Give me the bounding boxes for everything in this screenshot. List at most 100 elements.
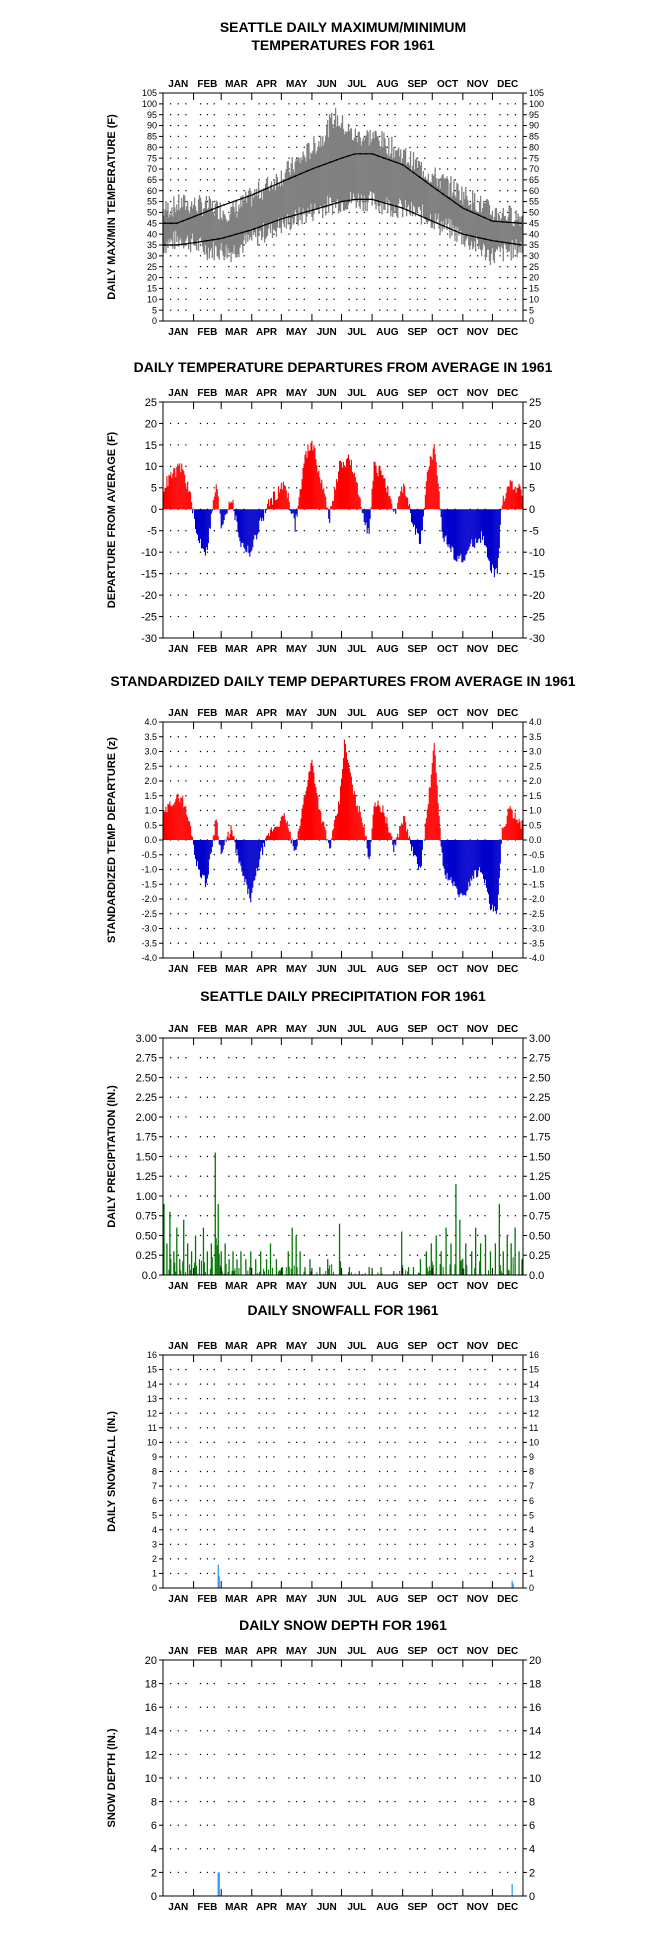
grid-dot	[265, 551, 268, 553]
grid-dot	[386, 868, 389, 871]
grid-dot	[326, 444, 328, 446]
grid-dot	[169, 1800, 172, 1803]
grid-dot	[199, 179, 202, 181]
grid-dot	[206, 1057, 209, 1059]
grid-dot	[499, 146, 501, 148]
normal-marker	[300, 212, 302, 215]
grid-dot	[363, 1136, 366, 1138]
grid-dot	[303, 1076, 305, 1079]
grid-dot	[424, 309, 426, 311]
grid-dot	[409, 465, 411, 468]
y-tick-label: 3	[152, 1539, 157, 1549]
grid-dot	[416, 1412, 419, 1414]
grid-dot	[213, 190, 215, 192]
grid-dot	[507, 114, 509, 116]
grid-dot	[499, 1753, 501, 1756]
grid-dot	[333, 942, 335, 944]
grid-dot	[258, 309, 260, 311]
grid-dot	[476, 1470, 479, 1473]
grid-dot	[386, 1558, 389, 1560]
grid-dot	[386, 1057, 389, 1059]
grid-dot	[333, 898, 335, 900]
grid-dot	[265, 1558, 268, 1560]
normal-marker	[300, 172, 302, 175]
grid-dot	[213, 736, 215, 738]
grid-dot	[409, 298, 411, 300]
grid-dot	[177, 1470, 179, 1473]
y-tick-label: -3.5	[141, 938, 157, 948]
grid-dot	[379, 942, 381, 944]
y-tick-label: 4	[529, 1525, 534, 1535]
grid-dot	[356, 1499, 358, 1502]
grid-dot	[333, 298, 335, 300]
grid-dot	[348, 1706, 350, 1708]
y-tick-label: 0.0	[142, 1270, 157, 1282]
grid-dot	[235, 444, 238, 446]
grid-dot	[446, 309, 449, 311]
grid-dot	[409, 750, 411, 753]
y-tick-label: -5	[529, 526, 539, 538]
normal-marker	[211, 238, 214, 241]
normal-marker	[459, 205, 462, 208]
grid-dot	[386, 572, 389, 575]
grid-dot	[469, 135, 471, 138]
grid-dot	[446, 103, 449, 105]
grid-dot	[265, 913, 268, 915]
grid-dot	[303, 1383, 305, 1385]
grid-dot	[303, 1514, 305, 1516]
grid-dot	[499, 809, 501, 812]
y-tick-label: 10	[145, 1773, 157, 1785]
grid-dot	[326, 868, 328, 871]
grid-dot	[228, 615, 230, 618]
grid-dot	[265, 824, 268, 826]
grid-dot	[363, 765, 366, 767]
grid-dot	[169, 1412, 172, 1414]
normal-marker	[193, 241, 196, 244]
grid-dot	[484, 942, 486, 944]
grid-dot	[258, 1706, 260, 1708]
grid-dot	[394, 868, 396, 871]
grid-dot	[333, 1470, 335, 1473]
grid-dot	[333, 1558, 335, 1560]
grid-dot	[439, 898, 441, 900]
grid-dot	[169, 124, 172, 127]
grid-dot	[295, 1136, 298, 1138]
grid-dot	[318, 1499, 321, 1502]
grid-dot	[469, 1499, 471, 1502]
grid-dot	[303, 1136, 305, 1138]
grid-dot	[439, 1427, 441, 1429]
grid-dot	[258, 1529, 260, 1531]
grid-dot	[424, 736, 426, 738]
grid-dot	[363, 1485, 366, 1487]
grid-dot	[206, 444, 209, 446]
grid-dot	[228, 1499, 230, 1502]
grid-dot	[243, 179, 245, 181]
grid-dot	[409, 530, 411, 532]
grid-dot	[295, 1800, 298, 1803]
grid-dot	[185, 854, 187, 856]
grid-dot	[454, 1057, 456, 1059]
grid-dot	[206, 809, 209, 812]
month-label-top: AUG	[376, 1024, 398, 1035]
month-label-top: NOV	[467, 708, 489, 719]
y-axis-label: DAILY SNOWFALL (IN.)	[106, 1411, 118, 1532]
grid-dot	[213, 780, 215, 782]
grid-dot	[484, 287, 486, 290]
grid-dot	[265, 124, 268, 127]
grid-dot	[379, 1441, 381, 1444]
grid-dot	[439, 572, 441, 575]
y-tick-label: 14	[145, 1726, 157, 1738]
grid-dot	[356, 422, 358, 425]
y-tick-label: 1	[152, 1569, 157, 1579]
grid-dot	[484, 809, 486, 812]
grid-dot	[185, 1753, 187, 1756]
grid-dot	[424, 530, 426, 532]
grid-dot	[265, 244, 268, 246]
grid-dot	[484, 1136, 486, 1138]
normal-marker	[229, 201, 231, 204]
grid-dot	[499, 465, 501, 468]
grid-dot	[454, 1397, 456, 1400]
grid-dot	[446, 1234, 449, 1237]
grid-dot	[213, 530, 215, 532]
grid-dot	[424, 854, 426, 856]
